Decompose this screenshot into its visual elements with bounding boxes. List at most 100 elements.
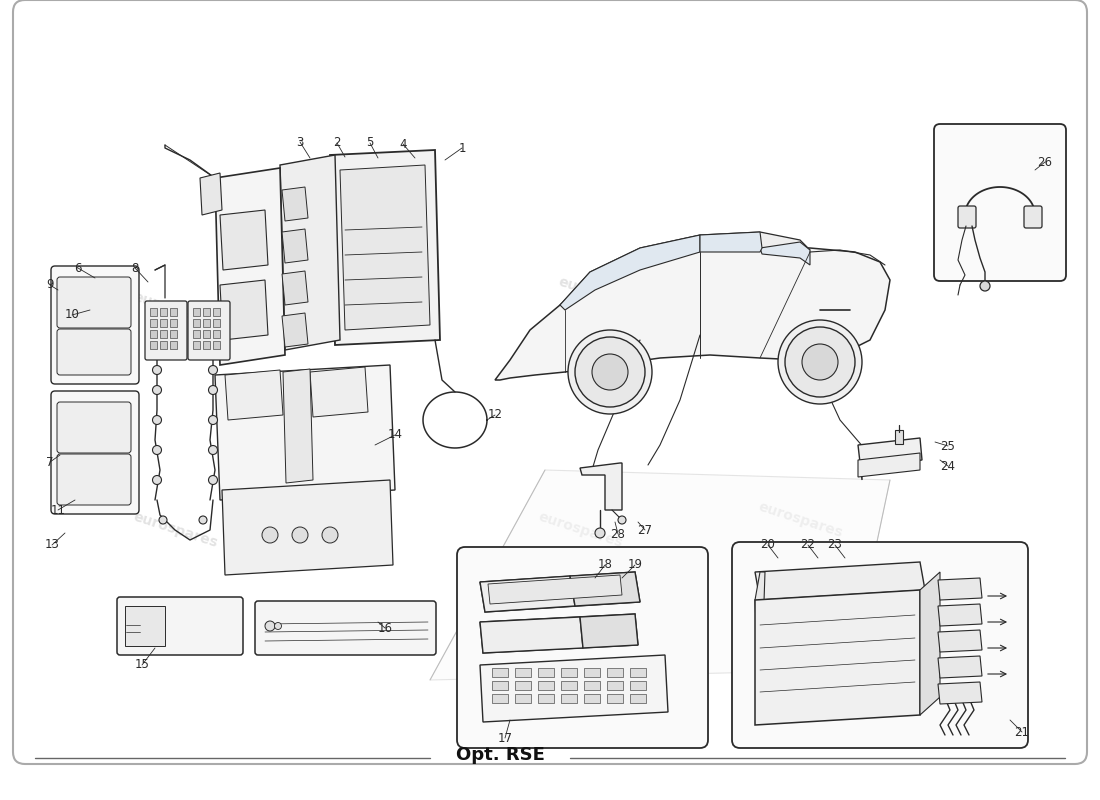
FancyBboxPatch shape xyxy=(188,301,230,360)
Polygon shape xyxy=(938,656,982,678)
Bar xyxy=(492,681,508,690)
Text: 21: 21 xyxy=(1014,726,1030,738)
Polygon shape xyxy=(560,235,700,310)
Text: 6: 6 xyxy=(75,262,81,274)
Bar xyxy=(561,668,578,677)
Circle shape xyxy=(618,516,626,524)
Bar xyxy=(150,330,157,338)
Polygon shape xyxy=(282,271,308,305)
Bar xyxy=(584,668,600,677)
Bar xyxy=(192,308,200,316)
Circle shape xyxy=(275,622,282,630)
Polygon shape xyxy=(938,682,982,704)
FancyBboxPatch shape xyxy=(117,597,243,655)
Bar xyxy=(213,308,220,316)
FancyBboxPatch shape xyxy=(732,542,1028,748)
Polygon shape xyxy=(580,614,638,648)
Polygon shape xyxy=(200,173,222,215)
Circle shape xyxy=(209,415,218,425)
Circle shape xyxy=(209,446,218,454)
Polygon shape xyxy=(430,470,890,680)
Circle shape xyxy=(209,366,218,374)
Polygon shape xyxy=(330,150,440,345)
Bar xyxy=(561,694,578,703)
Text: 11: 11 xyxy=(51,503,66,517)
Polygon shape xyxy=(280,155,340,350)
FancyBboxPatch shape xyxy=(51,266,139,384)
Bar xyxy=(538,694,554,703)
Bar xyxy=(515,681,531,690)
Bar xyxy=(150,319,157,327)
Bar xyxy=(607,668,623,677)
Circle shape xyxy=(153,366,162,374)
Polygon shape xyxy=(938,578,982,600)
Bar xyxy=(204,308,210,316)
Polygon shape xyxy=(282,187,308,221)
Polygon shape xyxy=(226,370,283,420)
Polygon shape xyxy=(480,617,583,653)
Bar xyxy=(515,694,531,703)
Circle shape xyxy=(153,386,162,394)
Circle shape xyxy=(209,386,218,394)
Polygon shape xyxy=(214,168,285,365)
Text: 4: 4 xyxy=(399,138,407,150)
Polygon shape xyxy=(755,590,920,725)
Bar xyxy=(584,694,600,703)
Polygon shape xyxy=(282,313,308,347)
Bar xyxy=(492,694,508,703)
Polygon shape xyxy=(920,572,940,715)
Polygon shape xyxy=(570,572,640,606)
Polygon shape xyxy=(222,480,393,575)
Bar xyxy=(895,430,903,444)
Text: eurospares: eurospares xyxy=(131,510,219,550)
Polygon shape xyxy=(214,365,395,500)
Polygon shape xyxy=(755,562,925,600)
Circle shape xyxy=(262,527,278,543)
Polygon shape xyxy=(560,232,810,305)
Circle shape xyxy=(802,344,838,380)
Polygon shape xyxy=(580,463,622,510)
Circle shape xyxy=(575,337,645,407)
Bar xyxy=(160,330,167,338)
Polygon shape xyxy=(480,572,640,612)
Polygon shape xyxy=(282,229,308,263)
Bar xyxy=(192,330,200,338)
Polygon shape xyxy=(858,453,920,477)
Polygon shape xyxy=(938,630,982,652)
Circle shape xyxy=(980,281,990,291)
Text: eurospares: eurospares xyxy=(756,274,844,315)
Text: 3: 3 xyxy=(296,135,304,149)
Text: 26: 26 xyxy=(1037,155,1053,169)
Bar xyxy=(170,319,177,327)
FancyBboxPatch shape xyxy=(57,454,131,505)
Bar xyxy=(515,668,531,677)
Bar xyxy=(150,341,157,349)
Bar xyxy=(213,341,220,349)
Polygon shape xyxy=(858,438,922,480)
Text: 16: 16 xyxy=(377,622,393,634)
Bar xyxy=(213,330,220,338)
Circle shape xyxy=(160,516,167,524)
Bar xyxy=(607,681,623,690)
Bar xyxy=(170,308,177,316)
Bar xyxy=(204,330,210,338)
Text: 18: 18 xyxy=(597,558,613,571)
Polygon shape xyxy=(938,604,982,626)
Text: 1: 1 xyxy=(459,142,465,154)
FancyBboxPatch shape xyxy=(958,206,976,228)
Polygon shape xyxy=(495,248,890,380)
Bar xyxy=(213,319,220,327)
FancyBboxPatch shape xyxy=(456,547,708,748)
Text: 2: 2 xyxy=(333,137,341,150)
Circle shape xyxy=(153,475,162,485)
Circle shape xyxy=(322,527,338,543)
Polygon shape xyxy=(283,369,313,483)
Polygon shape xyxy=(760,242,810,265)
Polygon shape xyxy=(220,210,268,270)
Bar xyxy=(125,606,165,646)
Text: 17: 17 xyxy=(497,731,513,745)
Bar xyxy=(607,694,623,703)
FancyBboxPatch shape xyxy=(255,601,436,655)
Text: 9: 9 xyxy=(46,278,54,291)
Text: 22: 22 xyxy=(801,538,815,551)
